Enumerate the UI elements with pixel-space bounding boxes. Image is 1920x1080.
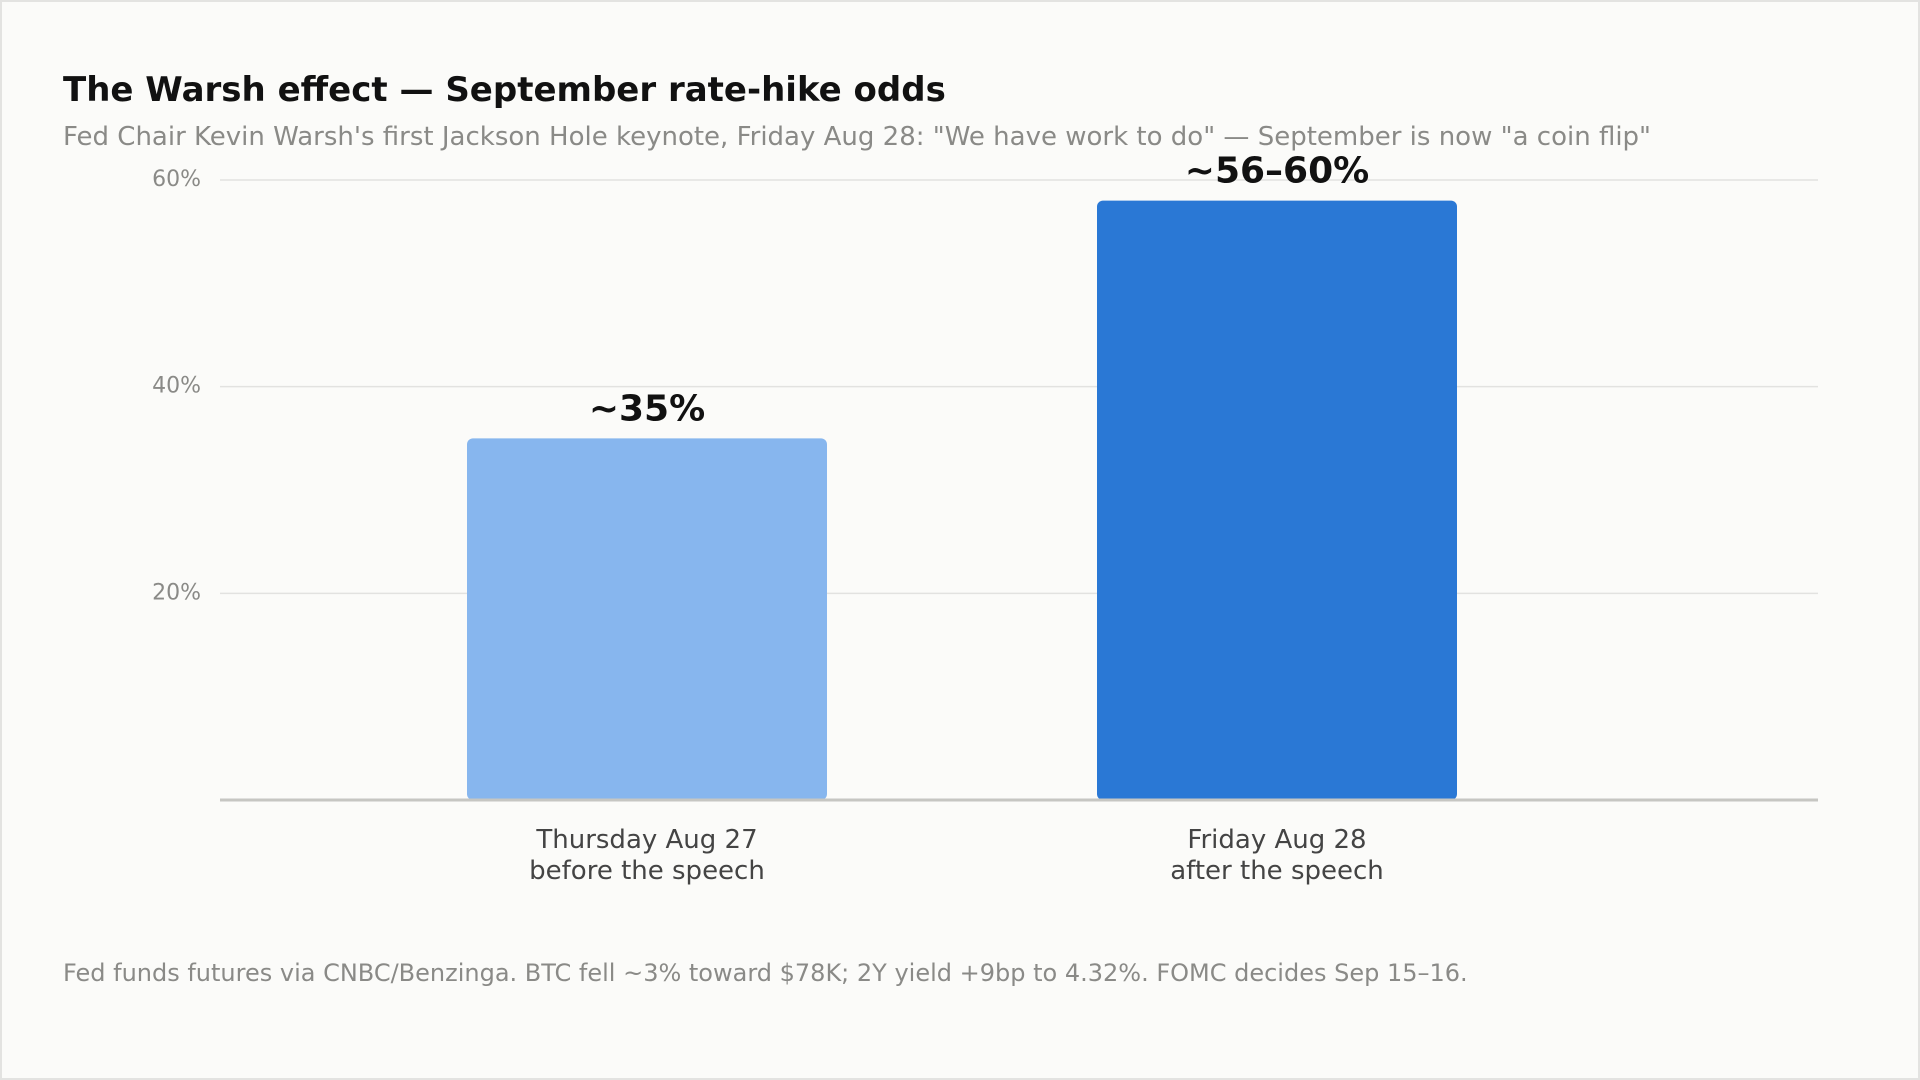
- y-tick-label: 20%: [152, 580, 201, 605]
- chart-footnote: Fed funds futures via CNBC/Benzinga. BTC…: [63, 959, 1468, 987]
- x-category-label: after the speech: [1170, 856, 1384, 886]
- x-category-label: Friday Aug 28: [1187, 825, 1366, 855]
- bar-2: [1097, 200, 1457, 800]
- data-label: ~35%: [589, 388, 705, 429]
- data-label: ~56–60%: [1185, 151, 1369, 192]
- y-tick-label: 40%: [152, 374, 201, 399]
- chart-subtitle: Fed Chair Kevin Warsh's first Jackson Ho…: [63, 122, 1652, 152]
- x-category-label: Thursday Aug 27: [535, 825, 757, 855]
- y-tick-label: 60%: [152, 167, 201, 192]
- chart-title: The Warsh effect — September rate-hike o…: [63, 70, 946, 110]
- x-category-label: before the speech: [529, 856, 765, 886]
- bar-1: [467, 438, 827, 800]
